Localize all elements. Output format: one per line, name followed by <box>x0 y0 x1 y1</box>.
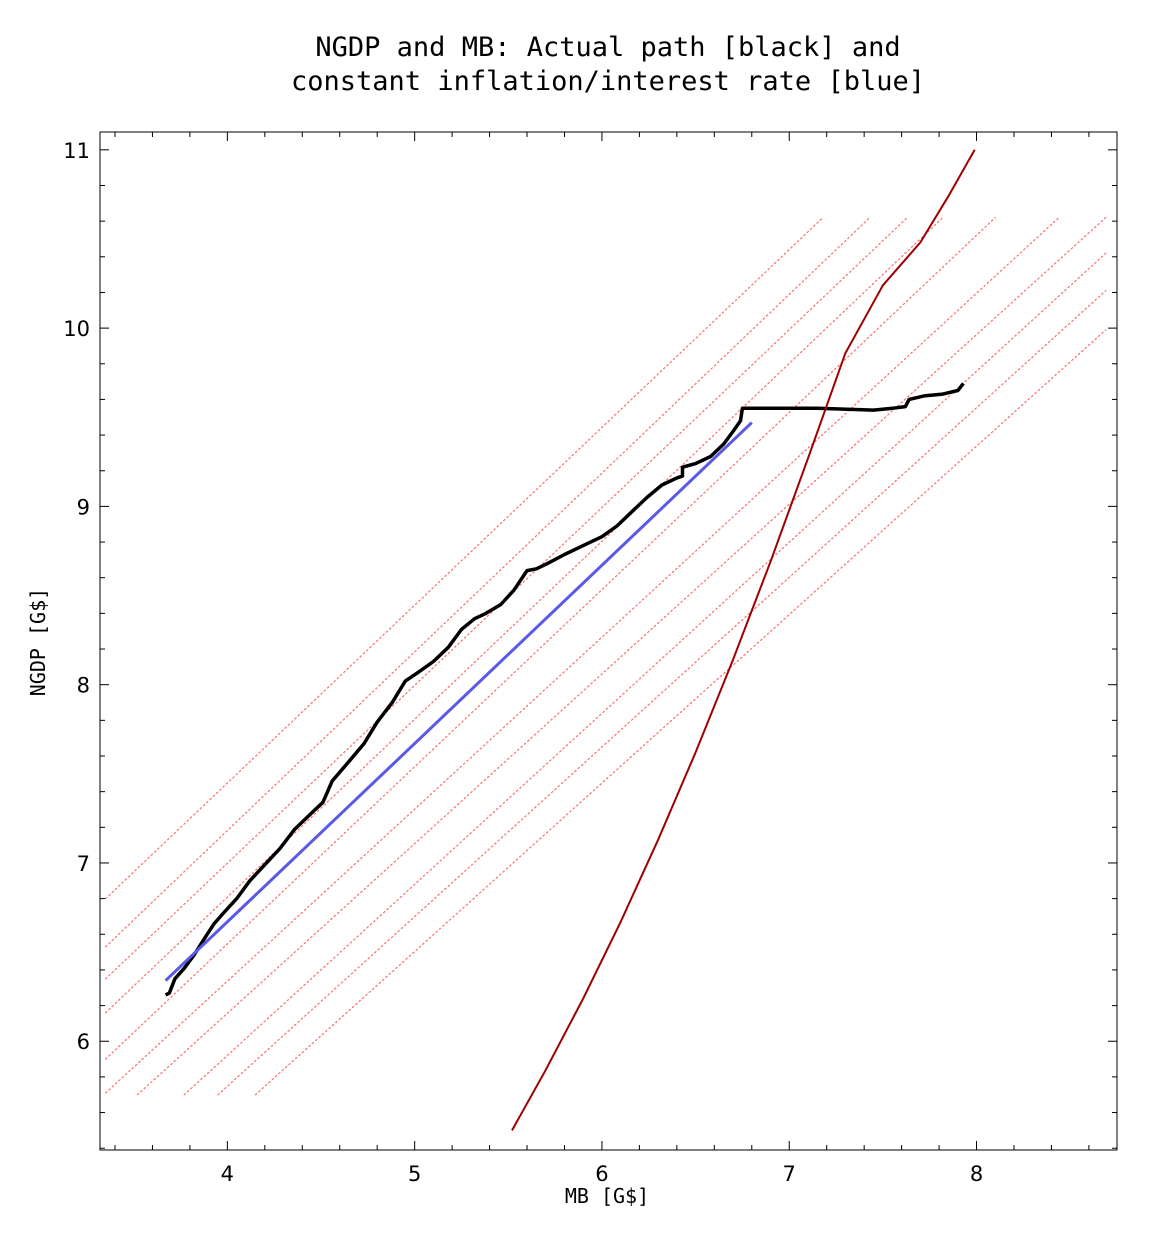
x-tick-label: 7 <box>783 1162 796 1186</box>
series-layer <box>164 149 976 1131</box>
reference-line-5 <box>105 216 996 1060</box>
reference-line-4 <box>105 216 944 1014</box>
reference-line-1 <box>105 216 824 900</box>
x-tick-label: 6 <box>595 1162 608 1186</box>
curve-line <box>511 149 976 1131</box>
y-tick-label: 11 <box>63 139 90 163</box>
reference-line-7 <box>136 216 1107 1096</box>
y-tick-label: 8 <box>77 674 90 698</box>
reference-line-8 <box>183 252 1107 1096</box>
reference-line-9 <box>217 290 1107 1096</box>
y-tick-label: 6 <box>77 1030 90 1054</box>
reference-line-10 <box>254 329 1107 1096</box>
plot-area <box>105 149 1107 1131</box>
reference-line-6 <box>105 216 1060 1094</box>
y-tick-label: 7 <box>77 852 90 876</box>
y-tick-label: 10 <box>63 317 90 341</box>
x-tick-label: 5 <box>408 1162 421 1186</box>
axis-ticks: 4 5 6 7 8 6 7 8 9 10 11 <box>63 132 1117 1186</box>
chart-title-line-2: constant inflation/interest rate [blue] <box>291 66 925 97</box>
constant-rate-line <box>164 421 753 982</box>
reference-lines <box>105 216 1107 1096</box>
chart-title-line-1: NGDP and MB: Actual path [black] and <box>315 32 900 63</box>
plot-frame <box>99 131 1118 1151</box>
actual-path-line <box>164 382 965 997</box>
y-axis-label: NGDP [G$] <box>26 588 50 696</box>
x-tick-label: 4 <box>221 1162 234 1186</box>
y-tick-label: 9 <box>77 495 90 519</box>
reference-line-2 <box>105 216 871 948</box>
x-axis-label: MB [G$] <box>565 1184 649 1208</box>
reference-line-3 <box>105 216 908 980</box>
x-tick-label: 8 <box>970 1162 983 1186</box>
